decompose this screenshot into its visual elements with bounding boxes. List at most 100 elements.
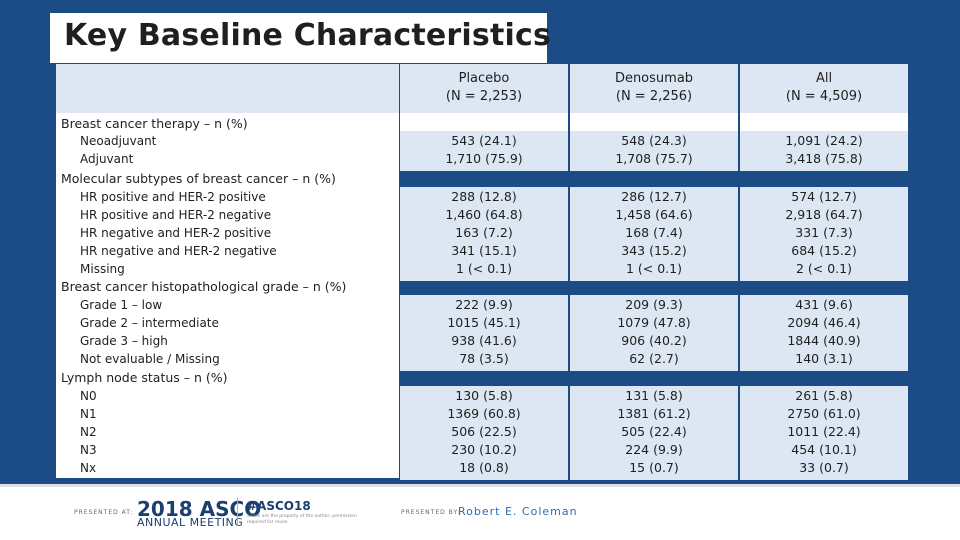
slide-title: Key Baseline Characteristics [64,18,552,53]
value-cell: 2094 (46.4) [787,315,861,330]
value-cell: 230 (10.2) [451,442,517,457]
column-header-cell [740,64,908,113]
group-value-block [400,295,568,371]
value-cell: 543 (24.1) [451,133,517,148]
value-cell: 343 (15.2) [621,243,687,258]
column-header-title: All [815,71,833,86]
value-cell: 163 (7.2) [455,225,513,240]
row-label: Grade 3 – high [80,334,168,348]
group-value-block [400,131,568,171]
row-label: N3 [80,443,97,457]
header-spacer [740,113,908,133]
group-value-block [570,187,738,281]
value-cell: 1,708 (75.7) [615,151,693,166]
column-header-count: (N = 4,509) [785,89,863,104]
value-cell: 1011 (22.4) [787,424,861,439]
row-label: Nx [80,461,97,475]
value-cell: 261 (5.8) [795,388,853,403]
group-value-block [740,187,908,281]
group-value-block [570,295,738,371]
value-cell: 222 (9.9) [455,297,513,312]
value-cell: 1015 (45.1) [447,315,521,330]
value-cell: 140 (3.1) [795,351,853,366]
value-cell: 331 (7.3) [795,225,853,240]
value-cell: 684 (15.2) [791,243,857,258]
column-header: Denosumab (N = 2,256) [570,70,738,110]
column-header-count: (N = 2,256) [615,89,693,104]
value-cell: 1,091 (24.2) [785,133,863,148]
value-cell: 906 (40.2) [621,333,687,348]
row-label: HR positive and HER-2 positive [80,190,266,204]
group-value-block [570,131,738,171]
group-value-block [400,386,568,480]
group-value-block [400,187,568,281]
value-cell: 1369 (60.8) [447,406,521,421]
value-cell: 505 (22.4) [621,424,687,439]
row-label: Not evaluable / Missing [80,352,220,366]
row-label: Grade 2 – intermediate [80,316,219,330]
value-cell: 168 (7.4) [625,225,683,240]
column-header-cell [400,64,568,113]
value-cell: 1,460 (64.8) [445,207,523,222]
footer-vertical-divider [237,498,238,526]
value-cell: 2 (< 0.1) [795,261,852,276]
value-cell: 1 (< 0.1) [625,261,682,276]
presented-at-label: PRESENTED AT: [74,509,134,516]
value-cell: 18 (0.8) [459,460,509,475]
value-cell: 506 (22.5) [451,424,517,439]
row-label: HR negative and HER-2 positive [80,226,272,240]
value-cell: 286 (12.7) [621,189,687,204]
row-label: Neoadjuvant [80,134,157,148]
header-empty-cell [56,64,399,113]
row-label: Missing [80,262,125,276]
value-cell: 1844 (40.9) [787,333,861,348]
column-header-cell [570,64,738,113]
value-cell: 130 (5.8) [455,388,513,403]
value-cell: 1,710 (75.9) [445,151,523,166]
value-cell: 62 (2.7) [629,351,679,366]
row-label-column [56,113,399,478]
value-cell: 131 (5.8) [625,388,683,403]
value-cell: 78 (3.5) [459,351,509,366]
meeting-subtitle: ANNUAL MEETING [137,516,244,529]
value-cell: 574 (12.7) [791,189,857,204]
header-spacer [570,113,738,133]
row-label: HR negative and HER-2 negative [80,244,277,258]
meeting-year: 2018 ASCO [137,497,262,521]
row-label: N2 [80,425,97,439]
column-header-title: Denosumab [614,71,694,86]
baseline-table: Placebo (N = 2,253) Denosumab (N = 2,256) Al… [56,64,908,480]
value-cell: 288 (12.8) [451,189,517,204]
group-value-block [570,386,738,480]
row-label: N1 [80,407,97,421]
presenter-name: Robert E. Coleman [458,505,578,518]
column-header-count: (N = 2,253) [445,89,523,104]
value-cell: 1 (< 0.1) [455,261,512,276]
value-cell: 3,418 (75.8) [785,151,863,166]
group-value-block [740,131,908,171]
value-cell: 209 (9.3) [625,297,683,312]
copyright-note: Slides are the property of the author, p… [247,514,357,525]
value-cell: 454 (10.1) [791,442,857,457]
column-header-title: Placebo [458,71,510,86]
group-label: Breast cancer therapy – n (%) [57,116,252,131]
value-cell: 1381 (61.2) [617,406,691,421]
row-label: Adjuvant [80,152,134,166]
value-cell: 33 (0.7) [799,460,849,475]
group-label: Lymph node status – n (%) [57,370,232,385]
value-cell: 224 (9.9) [625,442,683,457]
group-label: Molecular subtypes of breast cancer – n … [57,171,340,186]
value-cell: 1,458 (64.6) [615,207,693,222]
row-label: Grade 1 – low [80,298,163,312]
group-value-block [740,295,908,371]
header-spacer [400,113,568,133]
value-cell: 15 (0.7) [629,460,679,475]
value-cell: 431 (9.6) [795,297,853,312]
group-value-block [740,386,908,480]
row-label: HR positive and HER-2 negative [80,208,272,222]
presented-by-label: PRESENTED BY: [401,509,461,516]
value-cell: 938 (41.6) [451,333,517,348]
value-cell: 2750 (61.0) [787,406,861,421]
footer-divider [0,484,960,487]
